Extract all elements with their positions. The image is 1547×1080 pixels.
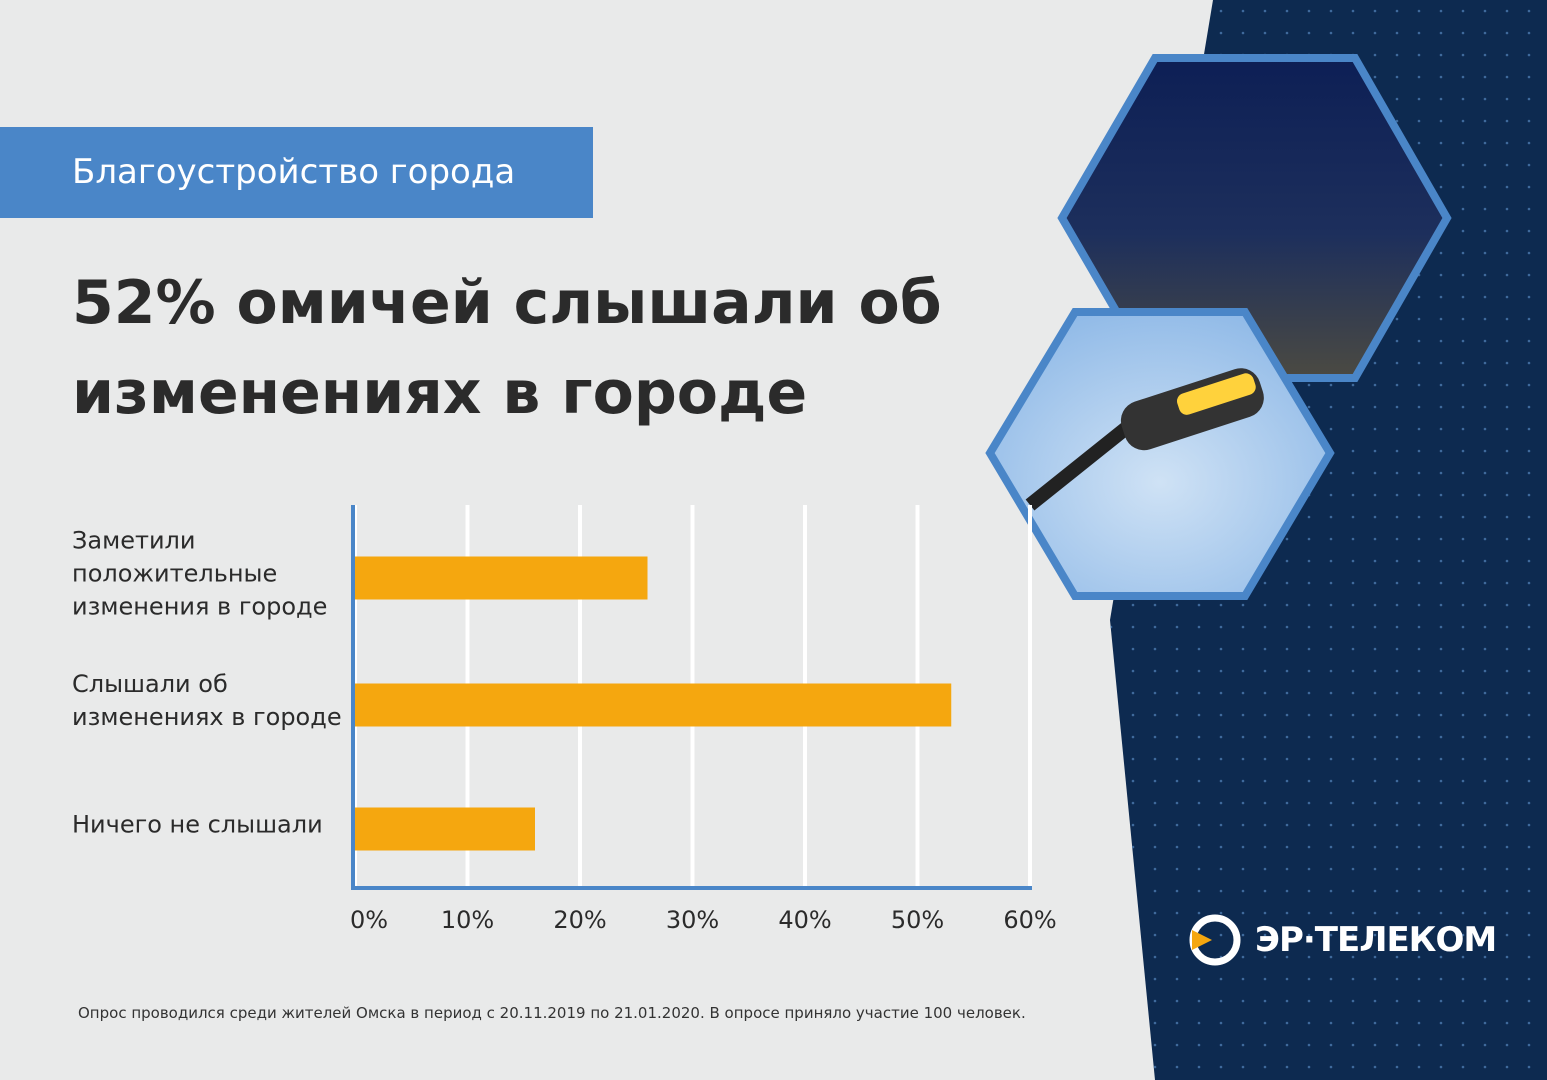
photo-street [1057, 54, 1452, 382]
y-tick-label: Слышали об изменениях в городе [72, 670, 342, 731]
y-tick-label: Заметили положительные изменения в город… [72, 526, 328, 621]
y-tick-label: Ничего не слышали [72, 810, 323, 839]
logo-arrow [1192, 930, 1212, 950]
footnote: Опрос проводился среди жителей Омска в п… [78, 1004, 1026, 1022]
bar [355, 683, 952, 727]
title: 52% омичей слышали об изменениях в город… [72, 268, 942, 428]
x-tick-label: 50% [891, 906, 944, 934]
x-tick-label: 30% [666, 906, 719, 934]
x-tick-label: 0% [350, 906, 388, 934]
bar [355, 807, 535, 851]
bar [355, 556, 648, 600]
x-tick-label: 40% [778, 906, 831, 934]
x-tick-label: 60% [1003, 906, 1056, 934]
x-tick-label: 10% [441, 906, 494, 934]
lamp-light [1177, 373, 1256, 415]
header: Благоустройство города [0, 127, 593, 218]
logo-text: ЭР·ТЕЛЕКОМ [1255, 920, 1497, 960]
x-tick-label: 20% [553, 906, 606, 934]
lamp-pole [1025, 419, 1135, 511]
